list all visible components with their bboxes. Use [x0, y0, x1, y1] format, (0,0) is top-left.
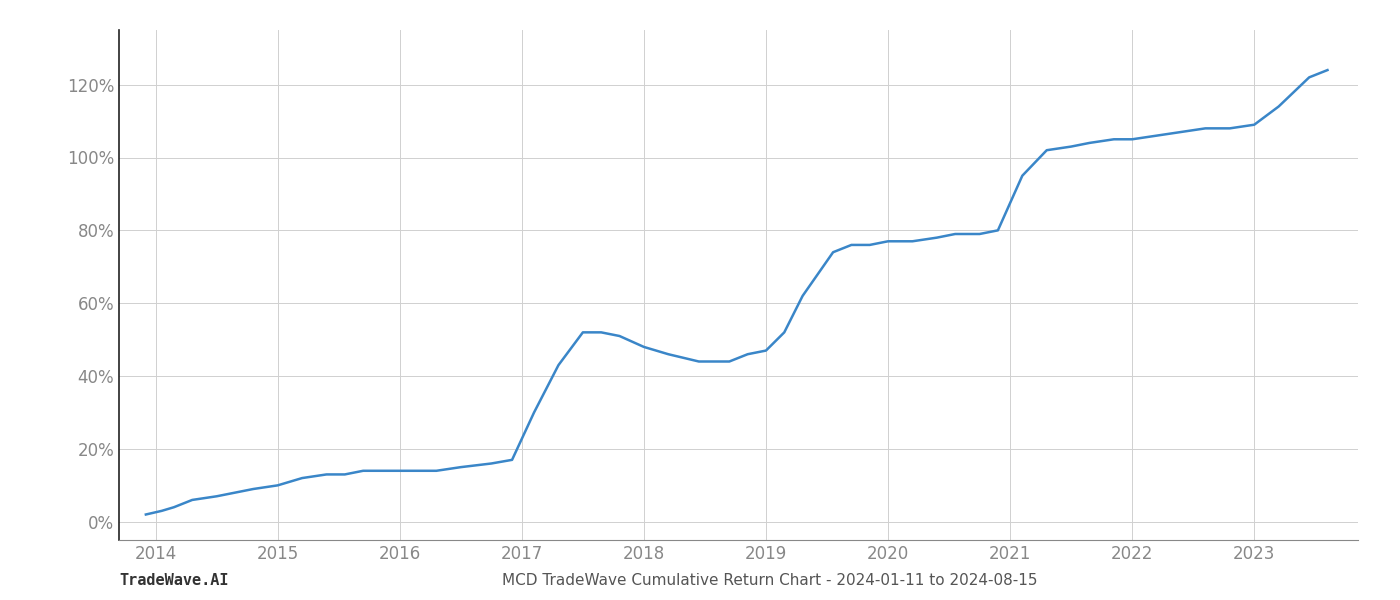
Text: TradeWave.AI: TradeWave.AI	[119, 573, 228, 588]
Text: MCD TradeWave Cumulative Return Chart - 2024-01-11 to 2024-08-15: MCD TradeWave Cumulative Return Chart - …	[503, 573, 1037, 588]
